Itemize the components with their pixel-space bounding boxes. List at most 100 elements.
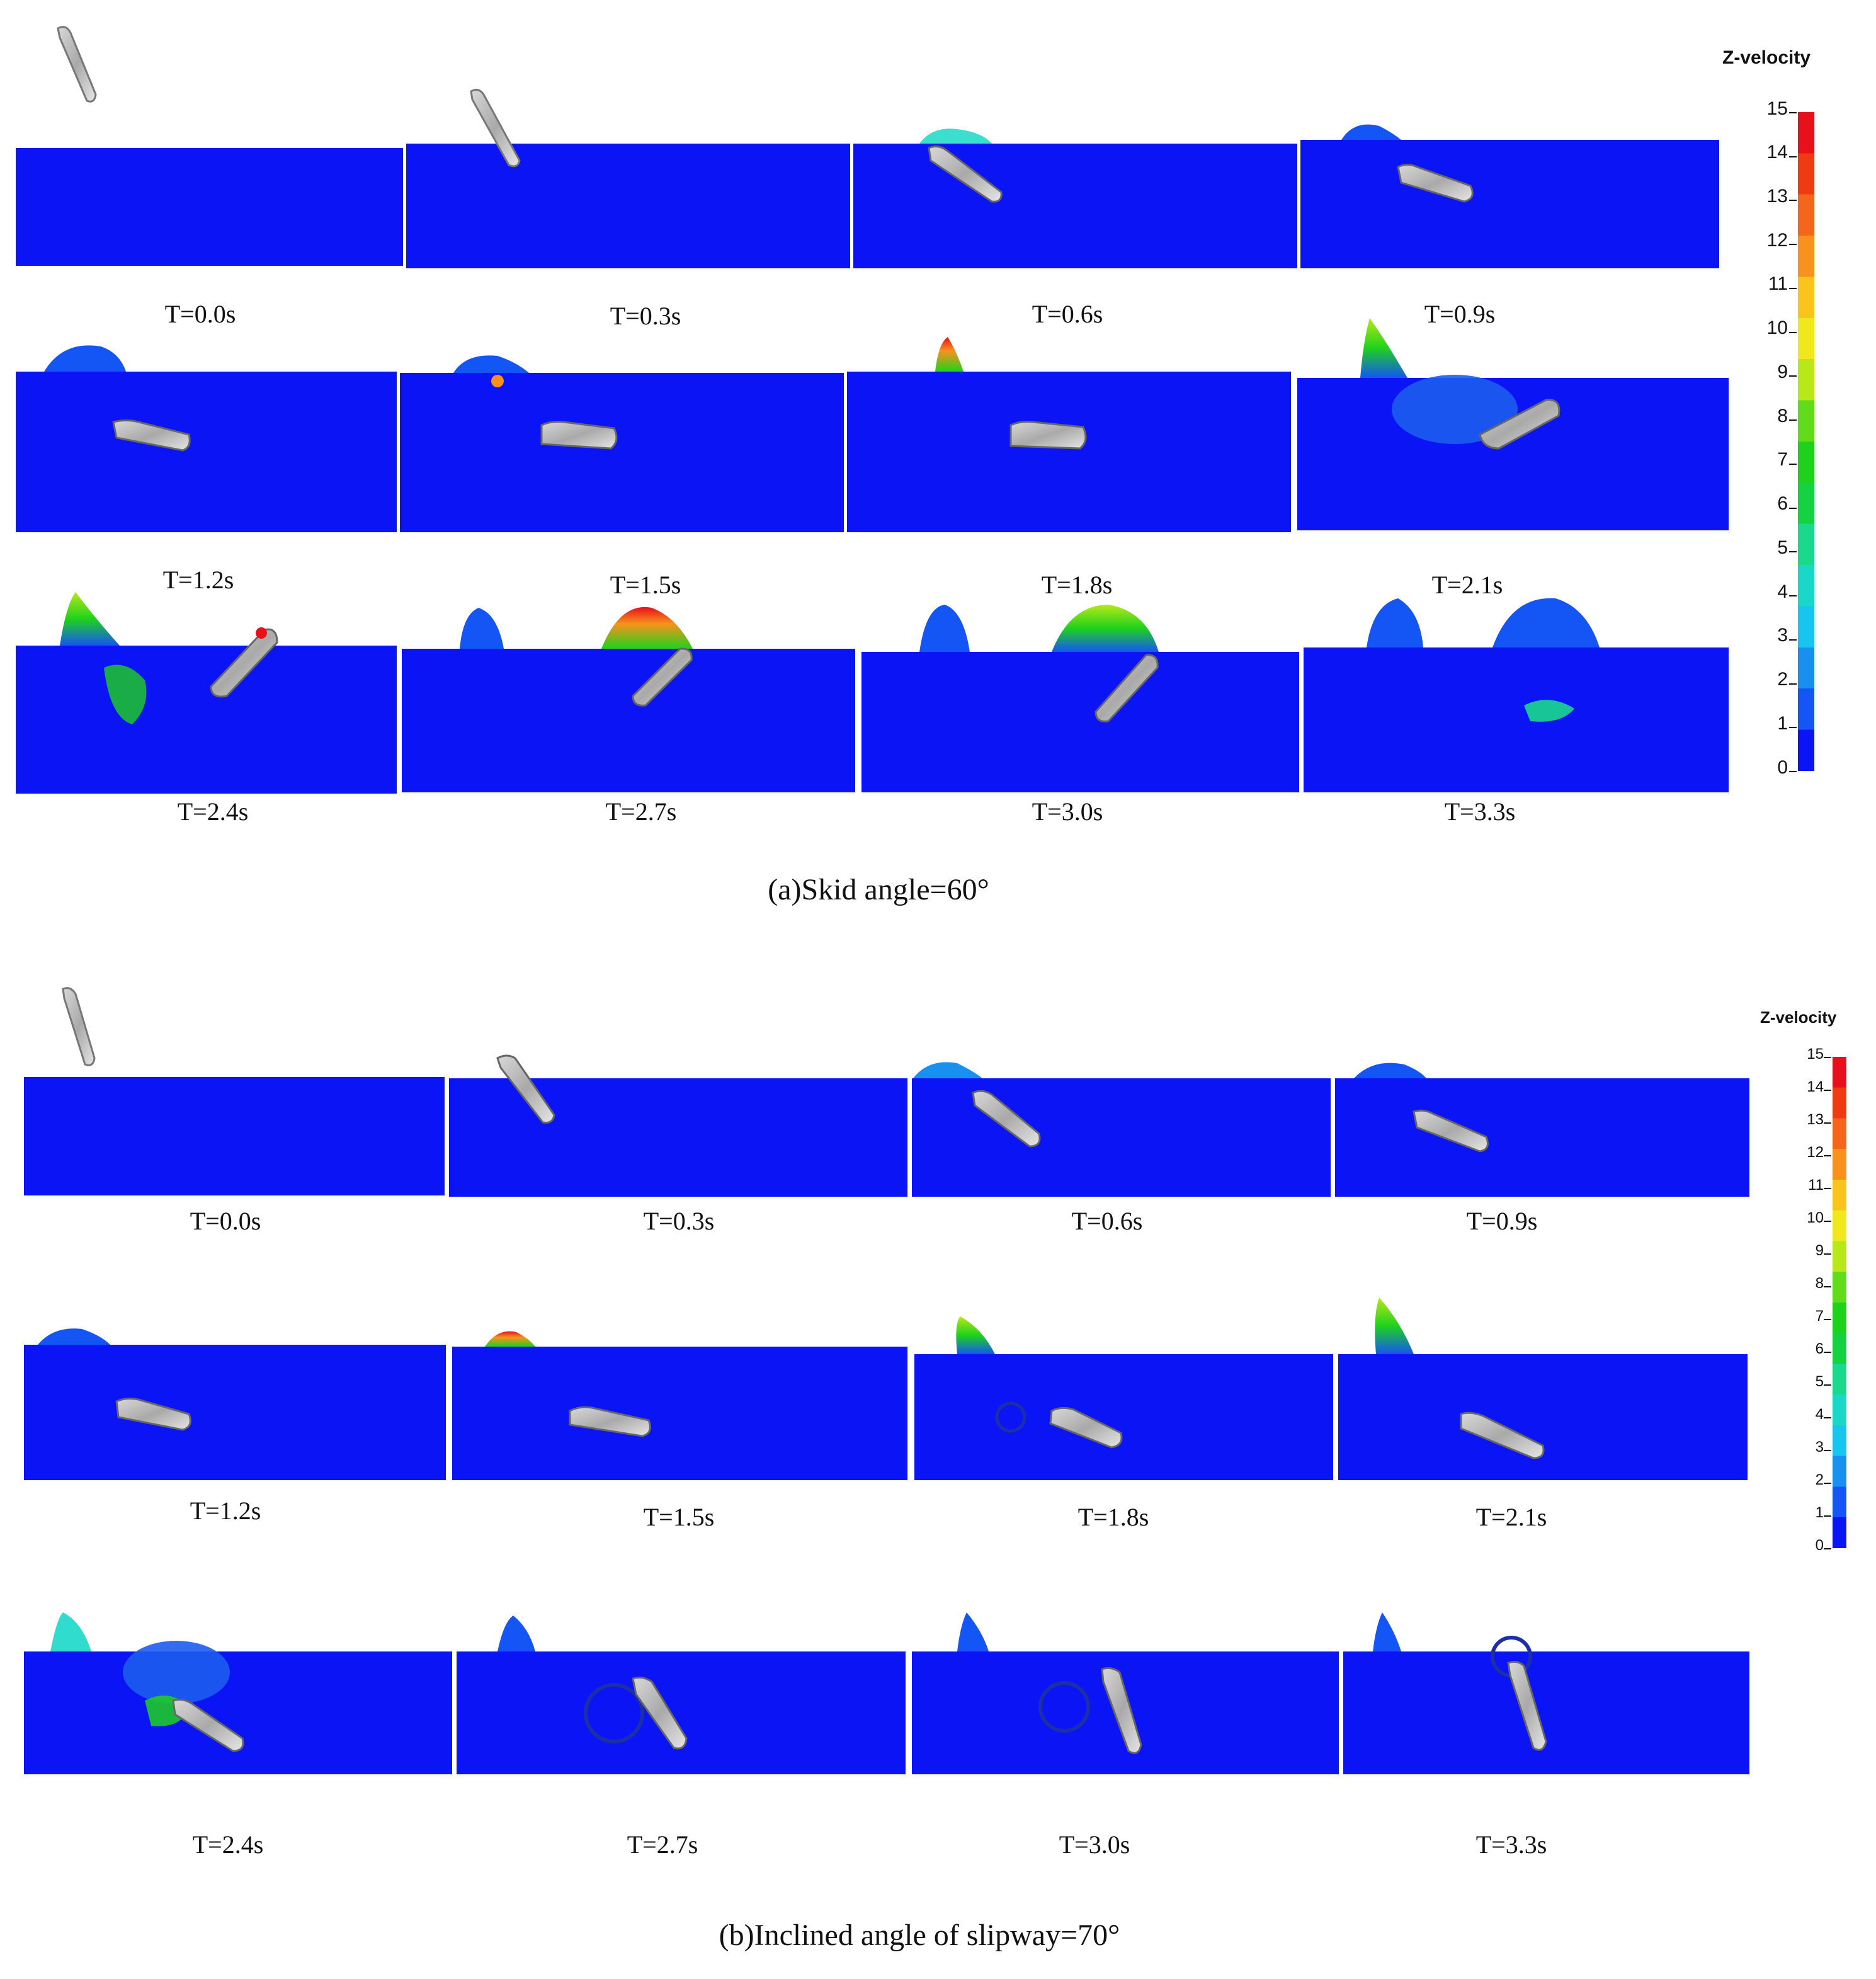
sim-panel-b-t2.7 — [457, 1651, 906, 1774]
colorbar-tick-label: 10 — [1766, 317, 1788, 339]
sim-panel-a-t2.7 — [402, 649, 855, 792]
time-label: T=2.4s — [192, 1830, 264, 1859]
hull-icon — [470, 88, 521, 168]
cavity-shape — [584, 1683, 644, 1743]
splash-shape — [38, 1328, 110, 1345]
colorbar-tick-label: 4 — [1815, 1406, 1824, 1423]
sim-panel-b-t2.1 — [1338, 1354, 1748, 1480]
colorbar-tick-mark — [1789, 771, 1797, 772]
colorbar-tick-mark — [1789, 639, 1797, 641]
hull-icon — [62, 987, 96, 1066]
hull-icon — [112, 419, 191, 452]
cavity-shape — [123, 1641, 230, 1704]
colorbar-tick-label: 15 — [1807, 1046, 1824, 1063]
time-label: T=2.1s — [1431, 571, 1503, 599]
colorbar-tick-mark — [1789, 112, 1797, 113]
colorbar-tick-label: 3 — [1777, 625, 1788, 646]
hull-icon — [172, 1698, 244, 1752]
colorbar-tick-mark — [1789, 683, 1797, 685]
colorbar-tick-label: 6 — [1777, 493, 1788, 515]
colorbar-tick-mark — [1824, 1188, 1831, 1189]
sim-panel-a-t0.6 — [853, 144, 1297, 268]
sim-panel-a-t1.8 — [847, 372, 1291, 532]
velocity-spot — [256, 627, 267, 639]
time-label: T=1.5s — [643, 1503, 715, 1531]
colorbar-title: Z-velocity — [1722, 47, 1811, 68]
hull-icon — [928, 145, 1003, 203]
colorbar-tick-mark — [1789, 507, 1797, 509]
time-label: T=2.4s — [177, 797, 249, 826]
colorbar-gradient — [1833, 1057, 1846, 1548]
colorbar-tick-mark — [1824, 1319, 1831, 1320]
sim-panel-b-t2.4 — [24, 1651, 452, 1774]
hull-icon — [496, 1054, 555, 1124]
colorbar-tick-label: 11 — [1768, 273, 1788, 295]
colorbar-tick-label: 5 — [1815, 1373, 1824, 1390]
colorbar-tick-label: 12 — [1807, 1144, 1824, 1161]
splash-shape — [1375, 1297, 1414, 1354]
hull-icon — [632, 1676, 688, 1750]
time-label: T=1.2s — [162, 566, 234, 594]
colorbar-tick-mark — [1789, 375, 1797, 377]
sim-panel-a-t0.0 — [16, 148, 403, 266]
hull-icon — [1397, 164, 1474, 203]
colorbar-tick-label: 7 — [1777, 449, 1788, 471]
cavity-shape — [1038, 1681, 1090, 1733]
colorbar-tick-mark — [1824, 1483, 1831, 1484]
hull-icon — [115, 1398, 191, 1431]
splash-shape — [1052, 605, 1159, 652]
colorbar-tick-mark — [1824, 1384, 1831, 1386]
time-label: T=0.6s — [1032, 300, 1103, 328]
colorbar-tick-label: 11 — [1808, 1177, 1824, 1194]
velocity-spot — [491, 375, 504, 387]
cavity-shape — [995, 1401, 1026, 1433]
splash-shape — [601, 607, 693, 649]
splash-shape — [453, 355, 529, 373]
colorbar-tick-mark — [1824, 1253, 1831, 1255]
sim-panel-a-t2.4 — [16, 646, 397, 794]
colorbar-tick-mark — [1824, 1122, 1831, 1124]
colorbar-tick-label: 2 — [1777, 669, 1788, 690]
colorbar-tick-label: 6 — [1815, 1340, 1824, 1357]
time-label: T=0.6s — [1071, 1207, 1143, 1235]
colorbar-tick-label: 1 — [1777, 712, 1788, 734]
colorbar-tick-label: 9 — [1815, 1242, 1824, 1259]
colorbar-tick-mark — [1824, 1352, 1831, 1353]
time-label: T=2.1s — [1475, 1503, 1547, 1531]
colorbar-gradient — [1798, 112, 1814, 771]
colorbar-tick-label: 0 — [1815, 1537, 1824, 1554]
colorbar-tick-mark — [1824, 1286, 1831, 1287]
hull-icon — [1094, 654, 1159, 722]
time-label: T=0.0s — [190, 1207, 261, 1235]
colorbar-tick-mark — [1789, 595, 1797, 597]
sim-panel-a-t1.5 — [400, 373, 844, 532]
colorbar-tick-mark — [1824, 1450, 1831, 1451]
colorbar-tick-mark — [1824, 1417, 1831, 1418]
sim-panel-b-t1.8 — [914, 1354, 1333, 1480]
sim-panel-a-t1.2 — [16, 372, 397, 532]
time-label: T=1.8s — [1041, 571, 1113, 599]
section-caption: (a)Skid angle=60° — [768, 873, 989, 906]
colorbar-tick-mark — [1824, 1548, 1831, 1549]
sim-panel-a-t3.3 — [1304, 647, 1729, 792]
splash-shape — [1367, 598, 1423, 647]
colorbar-tick-label: 10 — [1807, 1209, 1824, 1226]
sim-panel-b-t1.2 — [24, 1345, 446, 1480]
colorbar-tick-label: 5 — [1777, 537, 1788, 558]
colorbar-tick-label: 14 — [1766, 142, 1788, 163]
splash-shape — [50, 1612, 91, 1651]
hull-icon — [1413, 1109, 1489, 1153]
colorbar-tick-label: 13 — [1807, 1111, 1824, 1128]
splash-shape — [1354, 1063, 1426, 1078]
time-label: T=1.5s — [610, 571, 681, 599]
hull-icon — [540, 421, 618, 450]
sim-panel-a-t3.0 — [861, 652, 1299, 792]
colorbar-tick-label: 2 — [1815, 1471, 1824, 1488]
splash-shape — [44, 345, 126, 372]
time-label: T=1.8s — [1077, 1503, 1149, 1531]
time-label: T=0.9s — [1424, 300, 1496, 328]
colorbar-tick-mark — [1824, 1515, 1831, 1517]
colorbar-tick-mark — [1789, 244, 1797, 246]
hull-icon — [1460, 1412, 1545, 1459]
